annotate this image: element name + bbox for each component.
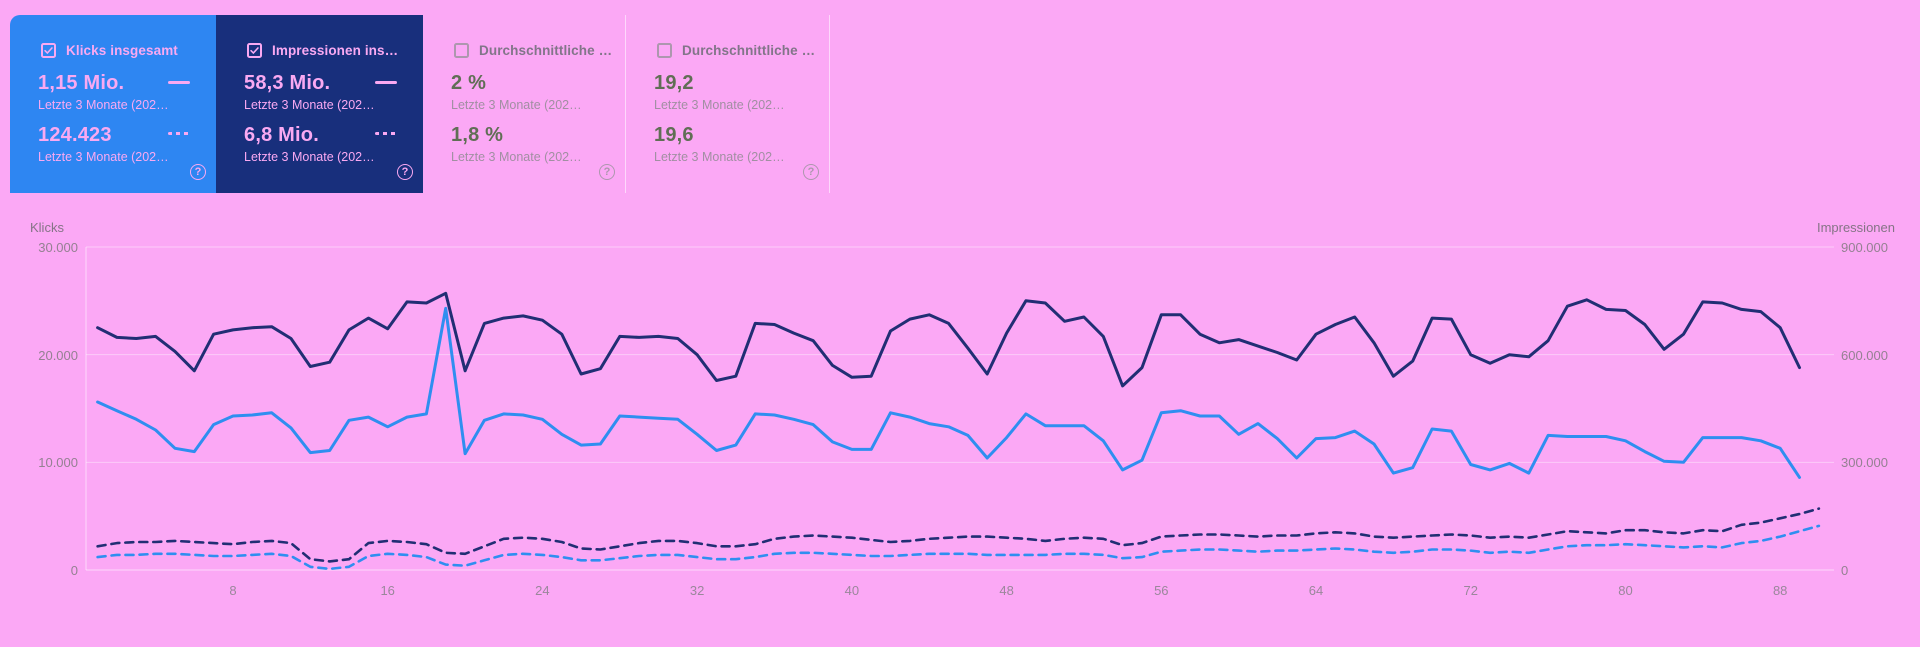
metric-card-header: Durchschnittliche … bbox=[454, 43, 612, 58]
checkbox-checked-icon[interactable] bbox=[247, 43, 262, 58]
metric-value-previous: 6,8 Mio. bbox=[244, 124, 319, 146]
metric-card-title: Klicks insgesamt bbox=[66, 43, 178, 58]
checkbox-checked-icon[interactable] bbox=[41, 43, 56, 58]
metric-card-title: Impressionen ins… bbox=[272, 43, 399, 58]
metric-value-previous: 124.423 bbox=[38, 124, 112, 146]
clicks-previous-line bbox=[96, 524, 1821, 571]
metric-card-position[interactable]: Durchschnittliche … 19,2 Letzte 3 Monate… bbox=[625, 15, 830, 193]
axis-tick-label: 48 bbox=[999, 583, 1014, 598]
help-icon[interactable]: ? bbox=[803, 164, 819, 180]
axis-tick-label: 10.000 bbox=[38, 455, 78, 471]
metric-value-current: 58,3 Mio. bbox=[244, 72, 331, 94]
axis-tick-label: 56 bbox=[1154, 583, 1169, 598]
metric-card-ctr[interactable]: Durchschnittliche … 2 % Letzte 3 Monate … bbox=[423, 15, 625, 193]
metric-period-label: Letzte 3 Monate (202… bbox=[38, 98, 169, 112]
metric-card-header: Klicks insgesamt bbox=[41, 43, 178, 58]
metric-value-current: 1,15 Mio. bbox=[38, 72, 125, 94]
dashed-line-legend-icon bbox=[168, 132, 190, 135]
metric-value-previous: 19,6 bbox=[654, 124, 694, 146]
metric-card-impressions[interactable]: Impressionen ins… 58,3 Mio. Letzte 3 Mon… bbox=[216, 15, 423, 193]
left-axis-title: Klicks bbox=[30, 220, 64, 235]
axis-tick-label: 80 bbox=[1618, 583, 1633, 598]
axis-tick-label: 30.000 bbox=[38, 239, 78, 255]
metric-period-label: Letzte 3 Monate (202… bbox=[654, 98, 785, 112]
axis-tick-label: 72 bbox=[1463, 583, 1478, 598]
axis-tick-label: 0 bbox=[70, 563, 78, 578]
metric-value-previous: 1,8 % bbox=[451, 124, 504, 146]
help-icon[interactable]: ? bbox=[190, 164, 206, 180]
help-icon[interactable]: ? bbox=[599, 164, 615, 180]
metric-period-label: Letzte 3 Monate (202… bbox=[451, 150, 582, 164]
metric-value-current: 2 % bbox=[451, 72, 487, 94]
axis-tick-label: 8 bbox=[229, 583, 237, 598]
axis-tick-label: 32 bbox=[689, 583, 705, 598]
metric-card-header: Durchschnittliche … bbox=[657, 43, 815, 58]
checkbox-unchecked-icon[interactable] bbox=[657, 43, 672, 58]
metric-period-label: Letzte 3 Monate (202… bbox=[38, 150, 169, 164]
metric-period-label: Letzte 3 Monate (202… bbox=[244, 150, 375, 164]
metric-period-label: Letzte 3 Monate (202… bbox=[654, 150, 785, 164]
clicks-current-line bbox=[96, 306, 1801, 479]
metric-cards: Klicks insgesamt 1,15 Mio. Letzte 3 Mona… bbox=[10, 15, 830, 193]
axis-tick-label: 20.000 bbox=[38, 347, 78, 363]
metric-period-label: Letzte 3 Monate (202… bbox=[244, 98, 375, 112]
axis-tick-label: 40 bbox=[844, 583, 860, 598]
right-axis-title: Impressionen bbox=[1816, 220, 1895, 235]
axis-tick-label: 600.000 bbox=[1841, 347, 1888, 363]
axis-tick-label: 64 bbox=[1308, 583, 1324, 598]
axis-tick-label: 900.000 bbox=[1841, 239, 1888, 255]
checkbox-unchecked-icon[interactable] bbox=[454, 43, 469, 58]
solid-line-legend-icon bbox=[375, 81, 397, 84]
metric-card-title: Durchschnittliche … bbox=[479, 43, 613, 58]
metric-value-current: 19,2 bbox=[654, 72, 694, 94]
metric-card-title: Durchschnittliche … bbox=[682, 43, 816, 58]
axis-tick-label: 300.000 bbox=[1841, 455, 1888, 471]
impressions-previous-line bbox=[96, 507, 1821, 563]
solid-line-legend-icon bbox=[168, 81, 190, 84]
axis-tick-label: 24 bbox=[535, 583, 550, 598]
metric-period-label: Letzte 3 Monate (202… bbox=[451, 98, 582, 112]
metric-card-clicks[interactable]: Klicks insgesamt 1,15 Mio. Letzte 3 Mona… bbox=[10, 15, 216, 193]
dashed-line-legend-icon bbox=[375, 132, 397, 135]
help-icon[interactable]: ? bbox=[397, 164, 413, 180]
axis-tick-label: 88 bbox=[1772, 583, 1788, 598]
impressions-current-line bbox=[96, 291, 1801, 388]
axis-tick-label: 16 bbox=[380, 583, 395, 598]
axis-tick-label: 0 bbox=[1841, 563, 1849, 578]
metric-card-header: Impressionen ins… bbox=[247, 43, 398, 58]
